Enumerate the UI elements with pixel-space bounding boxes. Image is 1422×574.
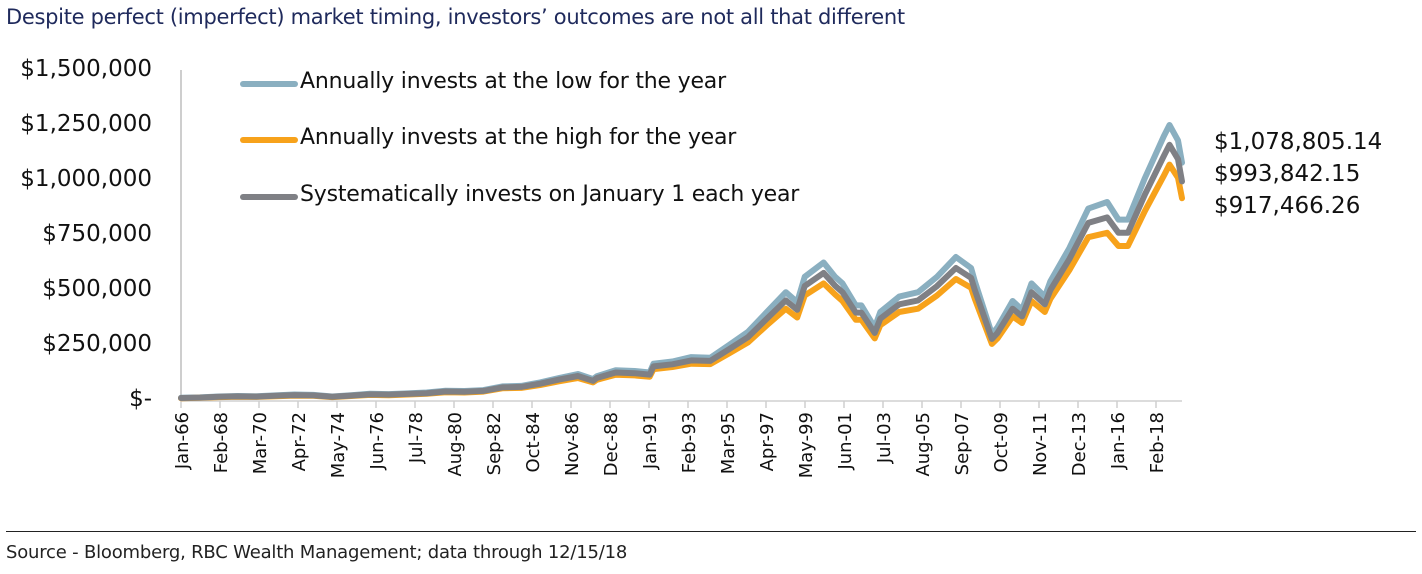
x-tick-label: Jun-76 (367, 412, 388, 471)
x-tick-label: Jun-01 (835, 412, 856, 471)
end-value-low: $1,078,805.14 (1214, 129, 1383, 155)
x-axis-ticks: Jan-66 Feb-68 Mar-70 Apr-72 May-74 Jun-76 Jul-… (172, 401, 1168, 478)
legend-swatch-high (240, 137, 298, 143)
x-tick-label: Oct-84 (523, 412, 544, 473)
x-tick-label: Dec-88 (601, 412, 622, 476)
legend-label-systematic: Systematically invests on January 1 each… (300, 182, 800, 207)
x-tick-label: Mar-70 (250, 412, 271, 474)
legend-swatch-systematic (240, 194, 298, 200)
series-line-systematic (178, 141, 1185, 401)
x-tick-label: May-74 (328, 412, 349, 478)
y-tick-label: $1,250,000 (20, 111, 152, 137)
y-tick-label: $500,000 (42, 276, 152, 302)
y-tick-label: $1,500,000 (20, 56, 152, 82)
legend-label-low: Annually invests at the low for the year (300, 69, 726, 94)
x-tick-label: Dec-13 (1069, 412, 1090, 476)
x-tick-label: Apr-97 (757, 412, 778, 471)
x-tick-label: Jan-16 (1108, 412, 1129, 470)
series-lines (178, 122, 1185, 402)
y-tick-label: $1,000,000 (20, 166, 152, 192)
x-tick-label: Nov-11 (1030, 412, 1051, 476)
x-tick-label: Jul-78 (406, 412, 427, 464)
x-tick-label: Feb-18 (1147, 412, 1168, 473)
x-tick-label: Mar-95 (718, 412, 739, 474)
x-tick-label: Nov-86 (562, 412, 583, 476)
x-tick-label: Aug-05 (913, 412, 934, 477)
x-tick-label: May-99 (796, 412, 817, 478)
legend-label-high: Annually invests at the high for the yea… (300, 125, 737, 150)
y-tick-label: $750,000 (42, 221, 152, 247)
chart-title: Despite perfect (imperfect) market timin… (6, 5, 905, 29)
x-tick-label: Jul-03 (874, 412, 895, 464)
x-tick-label: Sep-07 (952, 412, 973, 475)
x-tick-label: Feb-93 (679, 412, 700, 473)
end-value-systematic: $993,842.15 (1214, 161, 1361, 187)
x-tick-label: Oct-09 (991, 412, 1012, 473)
x-tick-label: Feb-68 (211, 412, 232, 473)
end-value-high: $917,466.26 (1214, 193, 1361, 219)
y-tick-label: $- (129, 386, 152, 412)
footer-divider (6, 531, 1416, 532)
x-tick-label: Aug-80 (445, 412, 466, 477)
x-tick-label: Jan-91 (640, 412, 661, 470)
x-tick-label: Sep-82 (484, 412, 505, 475)
x-tick-label: Jan-66 (172, 412, 193, 470)
legend-swatch-low (240, 81, 298, 87)
x-tick-label: Apr-72 (289, 412, 310, 471)
source-note: Source - Bloomberg, RBC Wealth Managemen… (6, 542, 628, 563)
series-line-low (178, 122, 1185, 401)
y-tick-label: $250,000 (42, 331, 152, 357)
